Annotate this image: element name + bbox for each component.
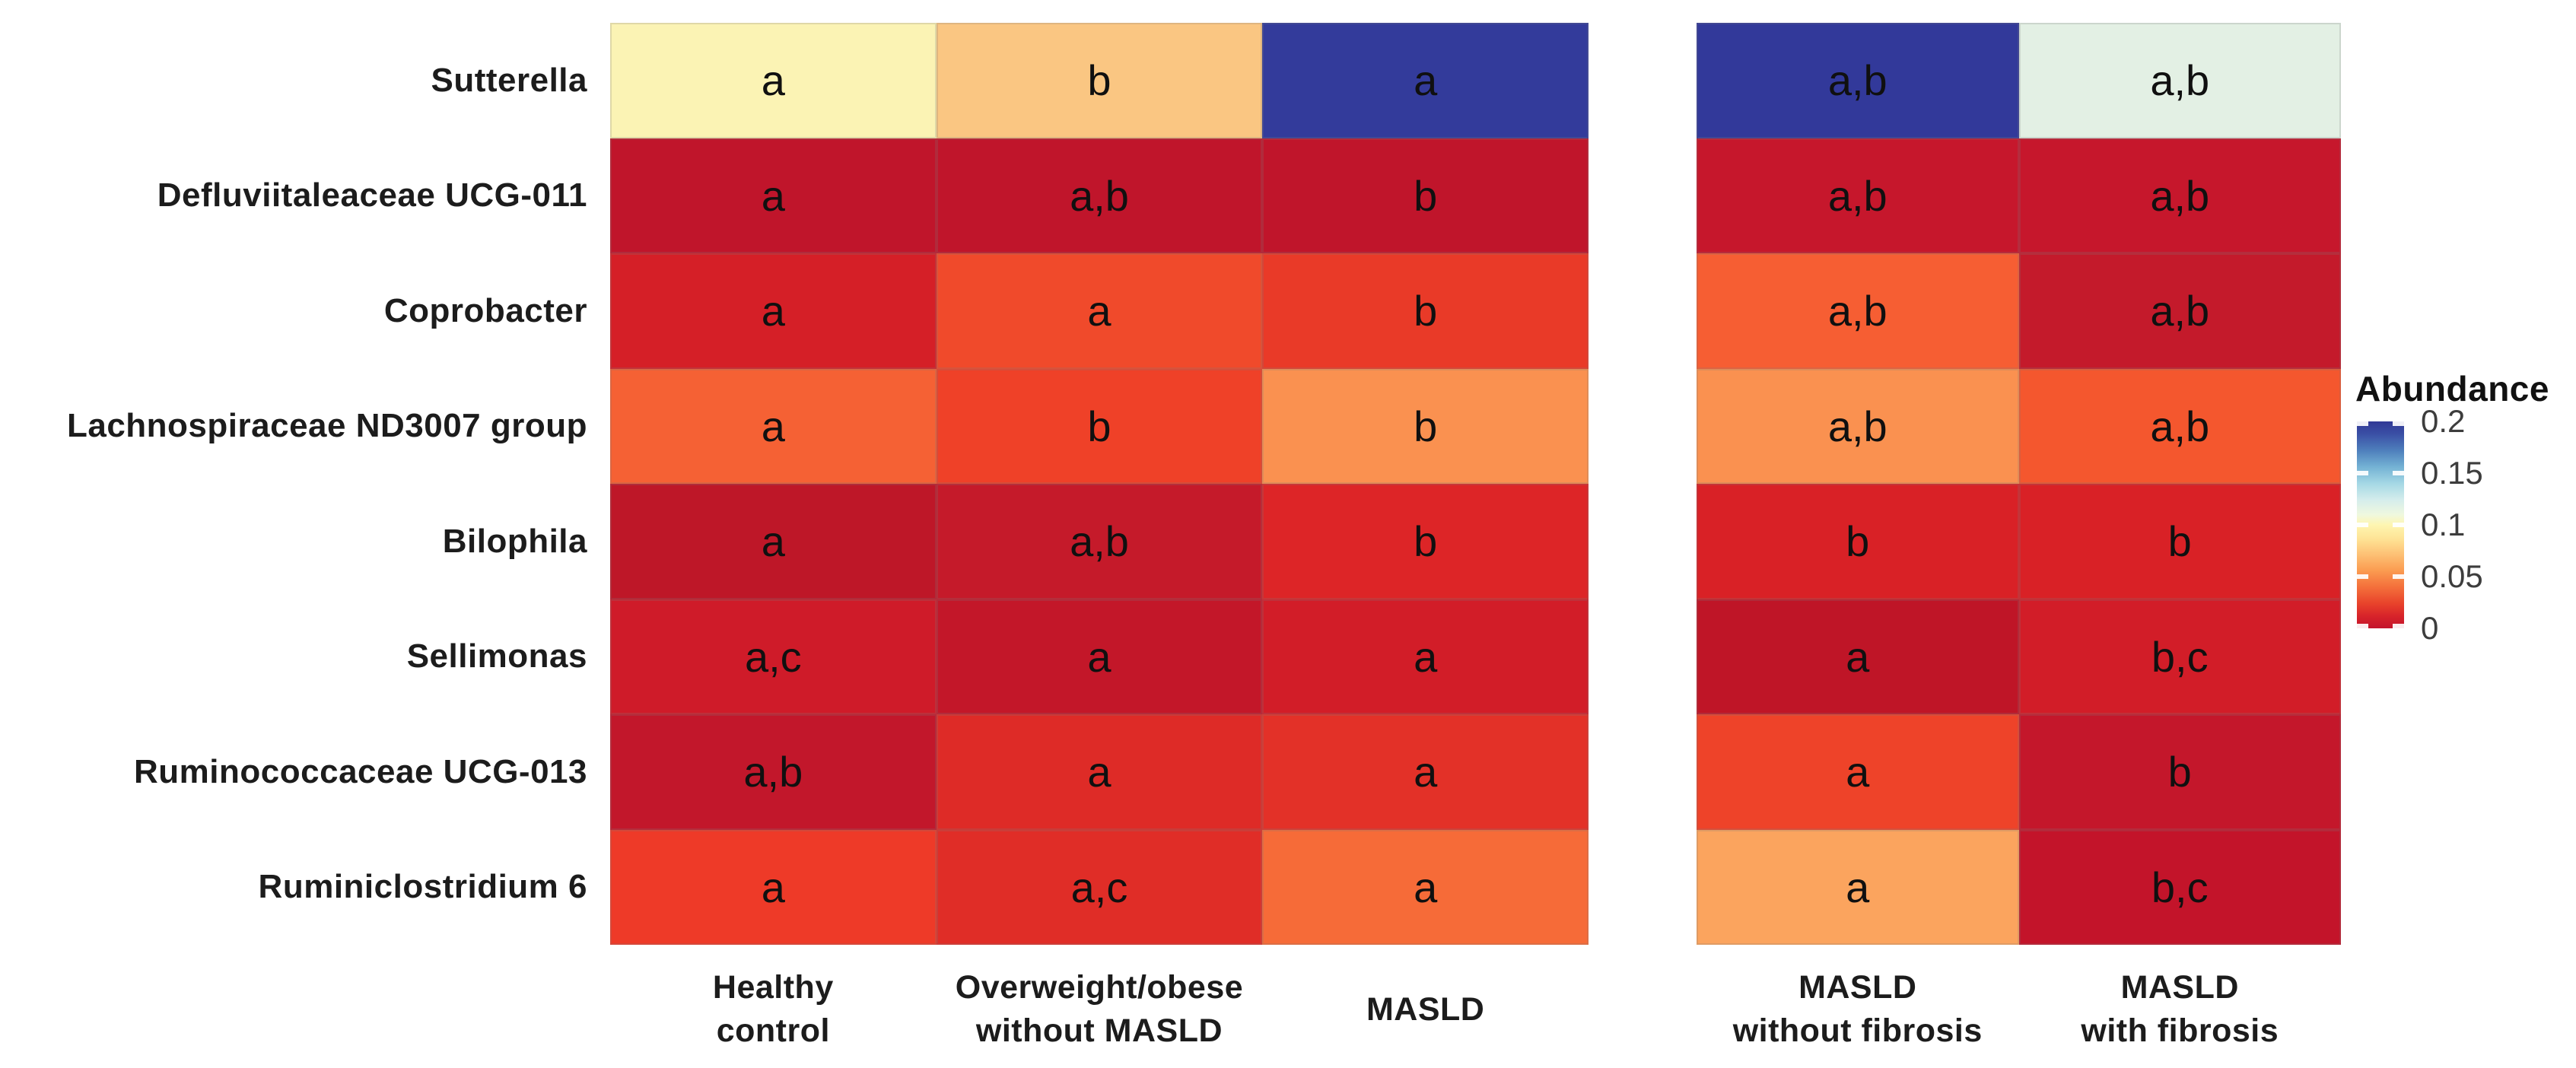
heatmap-cell: a,c xyxy=(610,599,937,714)
legend-tick-label: 0.05 xyxy=(2421,558,2483,594)
column-label-line: MASLD xyxy=(1366,990,1485,1028)
heatmap-panel-right: a,b a,b a,b a,b a,b a,b a,b a,b b b a b,c a b a b,c xyxy=(1697,23,2341,945)
heatmap-cell: b xyxy=(1262,368,1589,484)
heatmap-cell: a xyxy=(1262,829,1589,945)
legend-tick-mark xyxy=(2357,523,2368,527)
heatmap-cell: b xyxy=(936,23,1263,138)
column-label-line: Healthy xyxy=(712,969,834,1006)
heatmap-cell: b xyxy=(1262,138,1589,253)
column-label-line: without MASLD xyxy=(975,1012,1223,1049)
heatmap-cell: a xyxy=(610,138,937,253)
heatmap-cell: a xyxy=(1262,23,1589,138)
column-label: MASLD with fibrosis xyxy=(2019,955,2342,1063)
heatmap-cell: b,c xyxy=(2018,829,2341,945)
legend-tick-mark xyxy=(2357,574,2368,579)
row-labels: Sutterella Defluviitaleaceae UCG-011 Copro… xyxy=(0,23,599,945)
legend-tick-label: 0.1 xyxy=(2421,507,2466,542)
column-label-line: control xyxy=(716,1012,830,1049)
heatmap-cell: a xyxy=(610,23,937,138)
heatmap-cell: a,b xyxy=(1697,23,2019,138)
heatmap-cell: b,c xyxy=(2018,599,2341,714)
heatmap-cell: a xyxy=(1697,714,2019,830)
heatmap-cell: a,b xyxy=(610,714,937,830)
legend-tick-mark xyxy=(2393,624,2404,628)
heatmap-cell: b xyxy=(2018,714,2341,830)
row-label: Lachnospiraceae ND3007 group xyxy=(66,407,587,445)
row-label: Defluviitaleaceae UCG-011 xyxy=(157,176,587,215)
heatmap-cell: a,b xyxy=(1697,368,2019,484)
heatmap-cell: a,b xyxy=(2018,23,2341,138)
row-label: Sutterella xyxy=(431,61,587,99)
heatmap-cell: a,b xyxy=(936,138,1263,253)
heatmap-cell: a xyxy=(610,368,937,484)
row-label: Sellimonas xyxy=(406,637,587,675)
heatmap-cell: a xyxy=(1262,714,1589,830)
legend: Abundance 0.2 0.15 0.1 0.05 0 xyxy=(2355,368,2576,688)
column-label: MASLD without fibrosis xyxy=(1697,955,2019,1063)
heatmap-cell: a,b xyxy=(2018,253,2341,369)
column-label-line: MASLD xyxy=(2120,969,2239,1006)
legend-tick-label: 0.15 xyxy=(2421,455,2483,491)
column-label: Healthy control xyxy=(610,955,937,1063)
legend-tick-mark xyxy=(2357,624,2368,628)
heatmap-cell: a,b xyxy=(1697,138,2019,253)
heatmap-cell: b xyxy=(1262,484,1589,599)
heatmap-cell: a xyxy=(610,253,937,369)
heatmap-panel-left: a b a a a,b b a a b a b b a a,b b a,c a a a,b a a a a,c a xyxy=(610,23,1589,945)
heatmap-cell: a xyxy=(1262,599,1589,714)
column-label: MASLD xyxy=(1262,955,1589,1063)
column-label: Overweight/obese without MASLD xyxy=(937,955,1263,1063)
heatmap-cell: a,b xyxy=(936,484,1263,599)
column-label-line: Overweight/obese xyxy=(955,969,1244,1006)
legend-tick-mark xyxy=(2393,523,2404,527)
legend-tick-mark xyxy=(2357,471,2368,475)
legend-tick-mark xyxy=(2393,471,2404,475)
legend-tick-mark xyxy=(2357,421,2368,426)
heatmap-cell: b xyxy=(1262,253,1589,369)
legend-tick-mark xyxy=(2393,574,2404,579)
heatmap-cell: b xyxy=(936,368,1263,484)
heatmap-cell: a xyxy=(1697,599,2019,714)
column-label-line: with fibrosis xyxy=(2081,1012,2279,1049)
heatmap-cell: a xyxy=(936,253,1263,369)
heatmap-cell: a xyxy=(1697,829,2019,945)
heatmap-cell: a,b xyxy=(2018,368,2341,484)
heatmap-cell: b xyxy=(1697,484,2019,599)
row-label: Ruminococcaceae UCG-013 xyxy=(134,752,587,790)
row-label: Bilophila xyxy=(442,522,587,560)
heatmap-cell: a,b xyxy=(1697,253,2019,369)
legend-tick-mark xyxy=(2393,421,2404,426)
legend-tick-label: 0 xyxy=(2421,610,2439,646)
heatmap-cell: b xyxy=(2018,484,2341,599)
col-labels-right: MASLD without fibrosis MASLD with fibrosis xyxy=(1697,955,2341,1063)
column-label-line: without fibrosis xyxy=(1732,1012,1983,1049)
heatmap-cell: a xyxy=(936,599,1263,714)
column-label-line: MASLD xyxy=(1798,969,1917,1006)
heatmap-cell: a xyxy=(936,714,1263,830)
legend-title: Abundance xyxy=(2355,369,2549,408)
row-label: Coprobacter xyxy=(383,291,587,329)
heatmap-cell: a xyxy=(610,829,937,945)
heatmap-cell: a xyxy=(610,484,937,599)
heatmap-cell: a,c xyxy=(936,829,1263,945)
heatmap-cell: a,b xyxy=(2018,138,2341,253)
col-labels-left: Healthy control Overweight/obese without MA… xyxy=(610,955,1589,1063)
row-label: Ruminiclostridium 6 xyxy=(258,868,587,906)
legend-tick-label: 0.2 xyxy=(2421,403,2466,439)
